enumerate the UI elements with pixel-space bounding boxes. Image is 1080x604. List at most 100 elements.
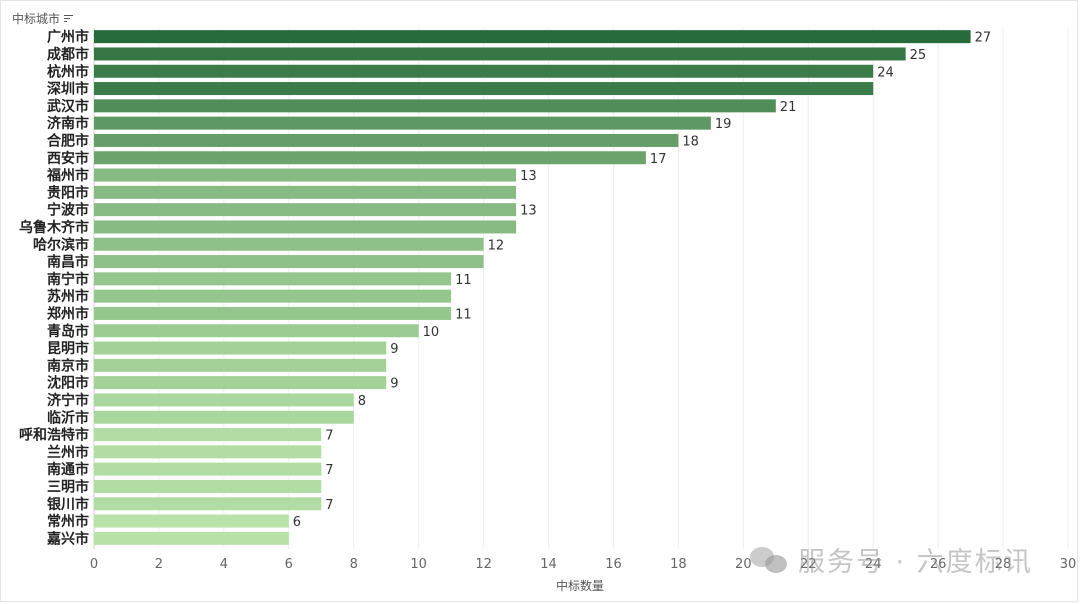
- bar: [94, 185, 517, 199]
- category-label: 郑州市: [47, 305, 89, 322]
- category-label: 南宁市: [47, 271, 89, 288]
- bar: [94, 358, 387, 372]
- bar: [94, 479, 322, 493]
- data-label: 27: [975, 31, 992, 46]
- category-label: 三明市: [47, 478, 89, 495]
- x-tick-label: 26: [930, 557, 947, 572]
- category-label: 合肥市: [47, 132, 89, 149]
- category-label: 南京市: [47, 357, 89, 374]
- bar: [94, 30, 971, 44]
- bar: [94, 376, 387, 390]
- bar: [94, 289, 452, 303]
- x-tick-label: 24: [865, 557, 882, 572]
- bar: [94, 497, 322, 511]
- bar: [94, 514, 289, 528]
- category-label: 嘉兴市: [46, 530, 89, 547]
- category-label: 贵阳市: [47, 184, 89, 201]
- category-label: 广州市: [47, 29, 89, 46]
- category-label: 济南市: [47, 115, 89, 132]
- category-label: 临沂市: [47, 409, 89, 426]
- data-label: 21: [780, 100, 797, 115]
- data-label: 9: [390, 377, 398, 392]
- x-tick-label: 12: [475, 557, 492, 572]
- category-label: 西安市: [47, 150, 89, 167]
- bar: [94, 410, 354, 424]
- y-axis-title: 中标城市: [12, 12, 61, 26]
- category-label: 哈尔滨市: [33, 236, 89, 253]
- x-tick-label: 14: [540, 557, 557, 572]
- x-tick-label: 28: [995, 557, 1012, 572]
- y-axis-header[interactable]: 中标城市: [12, 10, 74, 27]
- category-label: 成都市: [47, 46, 89, 63]
- bar: [94, 445, 322, 459]
- category-label: 宁波市: [47, 202, 89, 219]
- category-label: 武汉市: [47, 98, 89, 115]
- data-label: 9: [390, 342, 398, 357]
- category-label: 青岛市: [47, 323, 89, 340]
- data-label: 10: [423, 325, 440, 340]
- bar: [94, 324, 419, 338]
- data-label: 24: [877, 65, 894, 80]
- x-axis-title: 中标数量: [555, 579, 604, 593]
- bar: [94, 220, 517, 234]
- category-label: 南通市: [47, 461, 89, 478]
- x-tick-label: 20: [735, 557, 752, 572]
- x-tick-label: 16: [605, 557, 622, 572]
- category-label: 常州市: [47, 513, 89, 530]
- bar: [94, 203, 517, 217]
- category-label: 沈阳市: [47, 375, 89, 392]
- x-tick-label: 6: [285, 557, 293, 572]
- x-tick-label: 30: [1060, 557, 1077, 572]
- bar: [94, 255, 484, 269]
- data-label: 13: [520, 169, 537, 184]
- bar: [94, 531, 289, 545]
- watermark-text: 服务号 · 六度标讯: [798, 547, 1033, 578]
- data-label: 7: [325, 429, 333, 444]
- category-label: 苏州市: [47, 288, 89, 305]
- category-label: 兰州市: [47, 444, 89, 461]
- x-tick-label: 2: [155, 557, 163, 572]
- bar: [94, 393, 354, 407]
- bar: [94, 82, 874, 96]
- category-label: 昆明市: [47, 340, 89, 357]
- x-tick-label: 4: [220, 557, 228, 572]
- data-label: 6: [293, 515, 301, 530]
- x-tick-label: 0: [90, 557, 98, 572]
- x-tick-label: 10: [410, 557, 427, 572]
- bar: [94, 64, 874, 78]
- bar: [94, 133, 679, 147]
- category-label: 银川市: [47, 496, 89, 513]
- watermark: 服务号 · 六度标讯: [750, 540, 1033, 579]
- category-label: 乌鲁木齐市: [19, 219, 89, 236]
- bar: [94, 168, 517, 182]
- category-label: 深圳市: [47, 81, 89, 98]
- bar: [94, 237, 484, 251]
- data-label: 18: [682, 134, 699, 149]
- x-tick-label: 22: [800, 557, 817, 572]
- data-label: 17: [650, 152, 667, 167]
- data-label: 11: [455, 273, 472, 288]
- data-label: 13: [520, 204, 537, 219]
- data-label: 25: [910, 48, 927, 63]
- sort-icon[interactable]: [64, 14, 74, 23]
- category-label: 济宁市: [47, 392, 89, 409]
- bar: [94, 306, 452, 320]
- data-label: 11: [455, 307, 472, 322]
- data-label: 12: [488, 238, 505, 253]
- category-label: 南昌市: [47, 254, 89, 271]
- bar: [94, 272, 452, 286]
- category-label: 呼和浩特市: [19, 427, 89, 444]
- bar: [94, 116, 711, 130]
- bar: [94, 341, 387, 355]
- bar: [94, 99, 776, 113]
- data-label: 8: [358, 394, 366, 409]
- category-label: 福州市: [46, 167, 89, 184]
- category-label: 杭州市: [47, 63, 89, 80]
- x-tick-label: 8: [350, 557, 358, 572]
- bar: [94, 428, 322, 442]
- data-label: 7: [325, 463, 333, 478]
- bar: [94, 462, 322, 476]
- data-label: 19: [715, 117, 732, 132]
